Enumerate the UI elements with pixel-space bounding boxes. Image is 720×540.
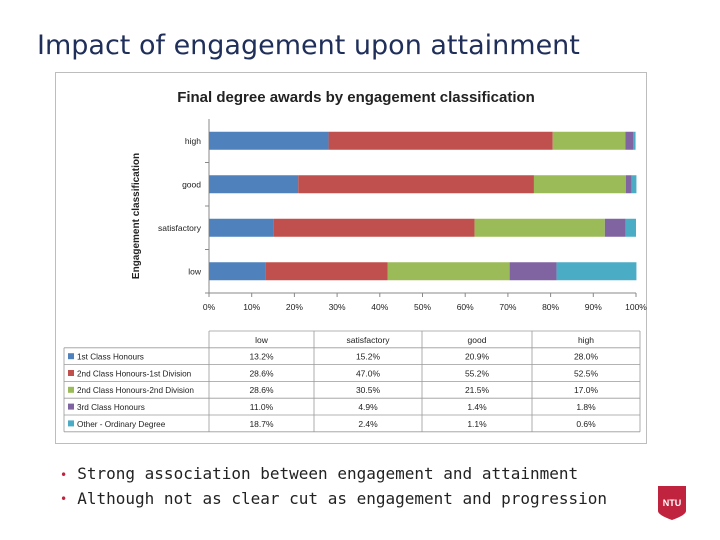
table-cell: 17.0%	[574, 385, 599, 395]
legend-label: 2nd Class Honours-2nd Division	[77, 386, 194, 395]
x-tick-label: 50%	[414, 302, 431, 312]
table-header-cell: high	[578, 335, 594, 345]
table-cell: 52.5%	[574, 368, 599, 378]
bullet-marker: •	[60, 467, 68, 482]
ntu-logo: NTU	[658, 486, 686, 520]
y-tick-label: good	[182, 179, 201, 189]
table-cell: 15.2%	[356, 352, 381, 362]
bar-segment	[328, 131, 553, 150]
x-tick-label: 70%	[499, 302, 516, 312]
x-tick-label: 30%	[329, 302, 346, 312]
bullet-list: • Strong association between engagement a…	[60, 462, 607, 511]
table-header-cell: satisfactory	[347, 335, 391, 345]
legend-swatch	[68, 353, 74, 360]
bar-segment	[625, 175, 632, 194]
bar-segment	[209, 218, 274, 237]
slide-title: Impact of engagement upon attainment	[37, 30, 580, 61]
table-cell: 18.7%	[249, 419, 274, 429]
bar-segment	[533, 175, 626, 194]
table-cell: 13.2%	[249, 352, 274, 362]
legend-swatch	[68, 370, 74, 376]
y-axis-label: Engagement classification	[131, 153, 142, 279]
chart-title: Final degree awards by engagement classi…	[177, 89, 535, 106]
y-tick-label: satisfactory	[158, 223, 202, 233]
x-tick-label: 20%	[286, 302, 303, 312]
table-cell: 21.5%	[465, 385, 490, 395]
table-cell: 2.4%	[358, 419, 378, 429]
table-cell: 20.9%	[465, 352, 490, 362]
logo-shield-shape	[658, 486, 686, 520]
table-header-cell: good	[468, 335, 487, 345]
bullet-text: Although not as clear cut as engagement …	[77, 488, 608, 508]
bar-segment	[556, 262, 637, 281]
bullet-item: • Strong association between engagement a…	[60, 462, 607, 487]
table-cell: 28.0%	[574, 352, 599, 362]
table-cell: 1.4%	[467, 402, 487, 412]
table-cell: 55.2%	[465, 368, 490, 378]
x-tick-label: 10%	[243, 302, 260, 312]
table-cell: 1.8%	[576, 402, 596, 412]
bar-segment	[474, 218, 605, 237]
chart-panel: Final degree awards by engagement classi…	[55, 72, 647, 444]
y-tick-label: low	[188, 266, 202, 276]
x-tick-label: 80%	[542, 302, 559, 312]
table-cell: 0.6%	[576, 419, 596, 429]
bar-segment	[209, 131, 329, 150]
x-tick-label: 100%	[625, 302, 647, 312]
bar-segment	[633, 131, 636, 150]
x-tick-label: 40%	[371, 302, 388, 312]
table-cell: 47.0%	[356, 368, 381, 378]
legend-label: Other - Ordinary Degree	[77, 420, 166, 429]
bar-segment	[298, 175, 534, 194]
legend-swatch	[68, 386, 74, 393]
bar-segment	[265, 262, 388, 281]
table-cell: 11.0%	[250, 402, 274, 412]
stacked-bar-chart: Final degree awards by engagement classi…	[63, 89, 647, 433]
table-cell: 28.6%	[249, 385, 274, 395]
table-cell: 1.1%	[467, 419, 487, 429]
legend-swatch	[68, 403, 74, 410]
bar-segment	[625, 131, 634, 150]
bar-segment	[604, 218, 626, 237]
legend-label: 1st Class Honours	[77, 353, 144, 362]
bar-segment	[209, 262, 266, 281]
bar-segment	[509, 262, 557, 281]
x-tick-label: 90%	[585, 302, 602, 312]
table-cell: 30.5%	[356, 385, 381, 395]
bar-segment	[625, 218, 636, 237]
bullet-marker: •	[60, 492, 68, 506]
legend-label: 3rd Class Honours	[77, 403, 145, 412]
bar-segment	[209, 175, 299, 194]
legend-label: 2nd Class Honours-1st Division	[77, 369, 192, 378]
table-header-cell: low	[255, 335, 269, 345]
y-tick-label: high	[185, 136, 201, 146]
bullet-item: • Although not as clear cut as engagement…	[60, 487, 607, 512]
table-cell: 28.6%	[249, 368, 274, 378]
bar-segment	[631, 175, 637, 194]
bar-segment	[552, 131, 626, 150]
legend-swatch	[68, 420, 74, 427]
table-cell: 4.9%	[358, 402, 378, 412]
x-tick-label: 60%	[457, 302, 474, 312]
bar-segment	[387, 262, 510, 281]
bullet-text: Strong association between engagement an…	[77, 464, 579, 483]
x-tick-label: 0%	[203, 302, 216, 312]
logo-text: NTU	[663, 498, 682, 508]
bar-segment	[273, 218, 475, 237]
